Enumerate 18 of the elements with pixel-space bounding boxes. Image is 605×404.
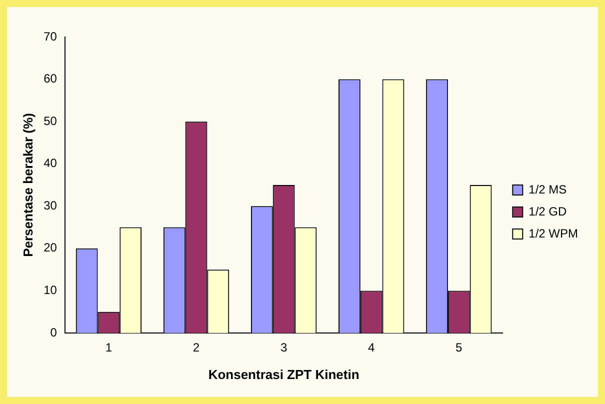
x-tick-label: 2 [192,340,200,355]
y-tick-label: 60 [44,72,58,86]
y-tick-label: 40 [44,156,58,170]
y-tick-label: 20 [44,240,58,255]
y-tick-label: 0 [50,325,58,340]
y-tick-label: 70 [44,29,58,44]
y-axis-title: Persentase berakar (%) [20,113,36,257]
legend-label: 1/2 WPM [528,226,578,240]
y-tick-label: 50 [44,114,58,128]
x-tick-label: 3 [280,340,288,355]
x-tick-label: 1 [105,340,112,355]
y-tick-label: 10 [44,283,58,298]
x-tick-label: 4 [368,340,375,355]
legend-label: 1/2 GD [528,204,568,218]
legend-label: 1/2 MS [528,182,567,196]
x-tick-label: 5 [456,340,463,355]
y-tick-label: 30 [44,198,58,212]
x-axis-title: Konsentrasi ZPT Kinetin [208,366,360,382]
